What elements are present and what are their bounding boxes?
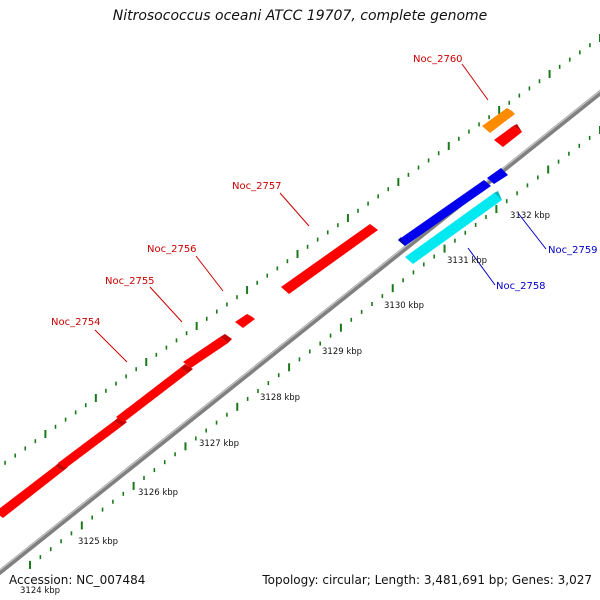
gene-label[interactable]: Noc_2760: [413, 54, 463, 65]
gene-label[interactable]: Noc_2755: [105, 276, 155, 287]
genome-backbone: [0, 89, 600, 576]
tick-label: 3128 kbp: [260, 393, 300, 403]
tick-label: 3127 kbp: [199, 439, 239, 449]
gene-block-noc-2757[interactable]: [281, 224, 378, 294]
gene-block-noc-2759b[interactable]: [487, 168, 508, 184]
gene-label[interactable]: Noc_2759: [548, 245, 598, 256]
tick-label: 3126 kbp: [138, 488, 178, 498]
gene-block-noc-2759[interactable]: [398, 180, 491, 246]
tick-label: 3125 kbp: [78, 537, 118, 547]
tick-label: 3132 kbp: [510, 211, 550, 221]
gene-block-noc-2758[interactable]: [405, 191, 502, 264]
inner-tick-ruler: [29, 126, 600, 569]
gene-block-noc-2755b[interactable]: [183, 334, 232, 368]
gene-label[interactable]: Noc_2754: [51, 317, 101, 328]
gene-block-noc-2760-red[interactable]: [494, 124, 522, 147]
outer-tick-ruler: [4, 34, 600, 465]
map-title: Nitrosococcus oceani ATCC 19707, complet…: [112, 8, 488, 24]
gene-block-noc-2753[interactable]: [0, 462, 68, 518]
gene-block-noc-2760[interactable]: [482, 108, 515, 133]
gene-block-noc-2754[interactable]: [58, 417, 127, 468]
accession-label: Accession: NC_007484: [9, 573, 146, 587]
genome-summary: Topology: circular; Length: 3,481,691 bp…: [262, 573, 592, 587]
gene-block-noc-2756[interactable]: [235, 314, 255, 328]
tick-label: 3129 kbp: [322, 347, 362, 357]
tick-label: 3124 kbp: [20, 586, 60, 596]
gene-label[interactable]: Noc_2756: [147, 244, 197, 255]
tick-label: 3131 kbp: [447, 256, 487, 266]
tick-label: 3130 kbp: [384, 301, 424, 311]
gene-label[interactable]: Noc_2758: [496, 281, 546, 292]
gene-label[interactable]: Noc_2757: [232, 181, 282, 192]
gene-block-noc-2755[interactable]: [116, 364, 193, 422]
